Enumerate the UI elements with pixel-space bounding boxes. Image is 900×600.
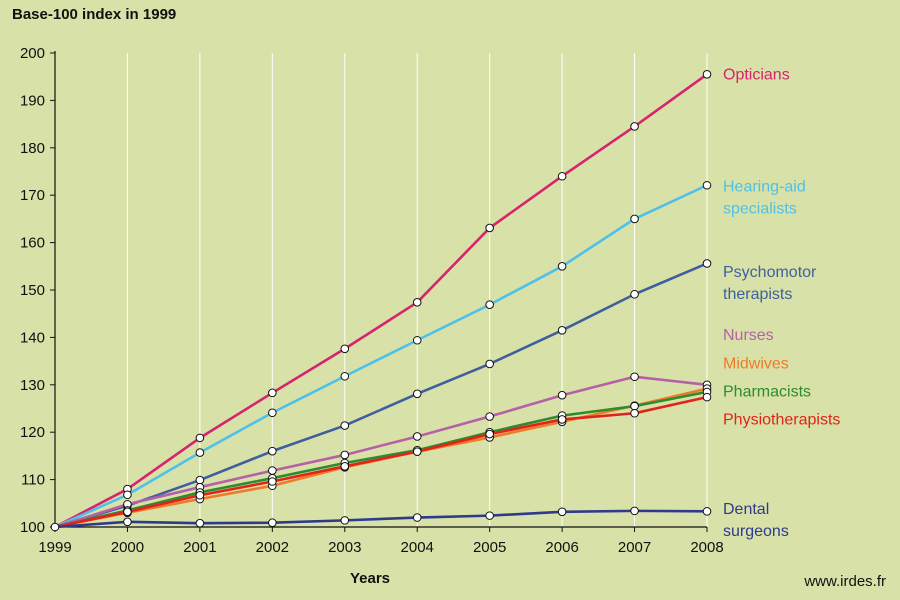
point-1-2005	[485, 300, 494, 309]
series-label-1-0: Hearing-aid	[723, 179, 806, 196]
y-tick-label-110: 110	[21, 472, 45, 489]
point-6-2005	[485, 429, 494, 439]
point-6-2002	[268, 477, 277, 486]
point-0-2006	[557, 171, 567, 181]
point-2-2006	[557, 325, 567, 335]
point-6-2004	[412, 447, 422, 456]
x-tick-label-2001: 2001	[183, 539, 216, 556]
source-credit: www.irdes.fr	[804, 573, 886, 590]
x-tick-label-1999: 1999	[38, 539, 71, 556]
series-label-2-1: therapists	[723, 286, 792, 303]
point-0-2008	[702, 70, 712, 79]
point-2-2007	[630, 289, 639, 299]
point-3-2004	[412, 432, 422, 441]
x-tick-label-2007: 2007	[618, 539, 651, 556]
y-tick-label-140: 140	[20, 329, 45, 346]
point-7-2002	[268, 518, 277, 528]
series-label-1-1: specialists	[723, 201, 797, 218]
x-tick-label-2003: 2003	[328, 539, 361, 556]
point-2-2001	[195, 475, 205, 485]
y-tick-label-190: 190	[20, 92, 45, 109]
point-2-2008	[702, 259, 712, 268]
series-line-7	[54, 509, 708, 529]
y-tick-label-170: 170	[20, 187, 45, 204]
series-label-7-1: surgeons	[723, 523, 789, 540]
y-tick-label-160: 160	[20, 235, 45, 252]
point-1-2006	[557, 262, 567, 271]
point-1-2003	[340, 371, 350, 381]
y-tick-label-100: 100	[20, 519, 45, 536]
point-0-2004	[412, 298, 422, 307]
y-tick-label-150: 150	[20, 282, 45, 299]
point-7-2006	[557, 507, 567, 517]
series-line-1	[54, 184, 708, 529]
point-7-2007	[630, 506, 639, 516]
point-6-2001	[195, 490, 205, 500]
point-1-2004	[412, 335, 422, 345]
series-label-2-0: Psychomotor	[723, 264, 817, 281]
y-tick-label-180: 180	[20, 140, 45, 157]
series-label-0-0: Opticians	[723, 66, 790, 83]
y-tick-label-130: 130	[20, 377, 45, 394]
point-1-2000	[123, 490, 132, 500]
point-3-2005	[485, 412, 494, 421]
series-label-5-0: Pharmacists	[723, 383, 811, 400]
point-7-2005	[485, 511, 494, 520]
y-axis-label: Base-100 index in 1999	[12, 6, 177, 23]
point-1-2007	[630, 214, 639, 224]
point-5-2007	[630, 401, 639, 411]
point-0-2007	[630, 122, 639, 131]
point-2-2003	[340, 421, 350, 430]
series-label-3-0: Nurses	[723, 327, 774, 344]
point-2-2004	[412, 389, 422, 399]
point-1-2002	[268, 408, 277, 418]
x-axis-label: Years	[349, 570, 391, 587]
point-6-2007	[630, 408, 639, 418]
point-2-2005	[485, 359, 494, 369]
point-1-2008	[702, 180, 712, 190]
point-2-2002	[268, 446, 277, 456]
point-1-2001	[195, 448, 205, 457]
point-6-2006	[557, 415, 567, 424]
series-label-7-0: Dental	[723, 501, 769, 518]
point-0-2002	[268, 388, 277, 398]
point-origin-1999	[50, 522, 60, 532]
y-tick-label-120: 120	[20, 424, 45, 441]
x-tick-label-2006: 2006	[545, 539, 578, 556]
x-tick-label-2008: 2008	[690, 539, 723, 556]
point-7-2004	[412, 513, 422, 522]
point-7-2003	[340, 516, 350, 525]
point-7-2008	[702, 507, 712, 516]
series-label-6-0: Physiotherapists	[723, 411, 840, 428]
x-tick-label-2002: 2002	[256, 539, 289, 556]
series-label-4-0: Midwives	[723, 355, 789, 372]
series-line-6	[54, 395, 708, 529]
point-0-2001	[195, 433, 205, 443]
point-7-2001	[195, 518, 205, 528]
x-tick-label-2005: 2005	[473, 539, 506, 556]
point-3-2003	[340, 450, 350, 460]
point-6-2003	[340, 462, 350, 471]
point-3-2006	[557, 390, 567, 400]
point-3-2007	[630, 372, 639, 382]
x-tick-label-2000: 2000	[111, 539, 144, 556]
series-line-0	[54, 73, 708, 529]
point-6-2000	[123, 507, 132, 517]
series-line-3	[54, 375, 708, 529]
point-7-2000	[123, 517, 132, 527]
series-line-2	[54, 262, 708, 529]
point-3-2002	[268, 466, 277, 475]
y-tick-label-200: 200	[20, 45, 45, 62]
point-6-2008	[702, 392, 712, 402]
point-0-2003	[340, 344, 350, 354]
point-0-2005	[485, 223, 494, 233]
x-tick-label-2004: 2004	[401, 539, 434, 556]
series-line-5	[54, 390, 708, 529]
